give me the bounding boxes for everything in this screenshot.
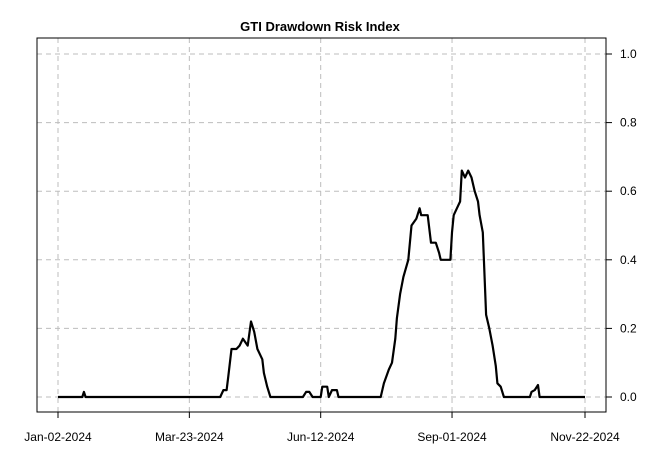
y-axis: 0.0 0.2 0.4 0.6 0.8 1.0 [606,47,637,404]
x-axis: Jan-02-2024 Mar-23-2024 Jun-12-2024 Sep-01-… [24,412,620,444]
x-tick-label: Jun-12-2024 [287,430,355,444]
y-tick-label: 0.0 [620,390,637,404]
y-tick-label: 1.0 [620,47,637,61]
y-tick-label: 0.6 [620,184,637,198]
y-tick-label: 0.2 [620,321,637,335]
y-tick-label: 0.8 [620,116,637,130]
y-tick-label: 0.4 [620,253,637,267]
x-tick-label: Mar-23-2024 [155,430,224,444]
x-tick-label: Nov-22-2024 [550,430,620,444]
grid [37,38,606,412]
chart-title: GTI Drawdown Risk Index [240,19,400,34]
x-tick-label: Sep-01-2024 [417,430,487,444]
x-tick-label: Jan-02-2024 [24,430,92,444]
plot-frame [36,37,607,413]
series-line [58,169,585,399]
